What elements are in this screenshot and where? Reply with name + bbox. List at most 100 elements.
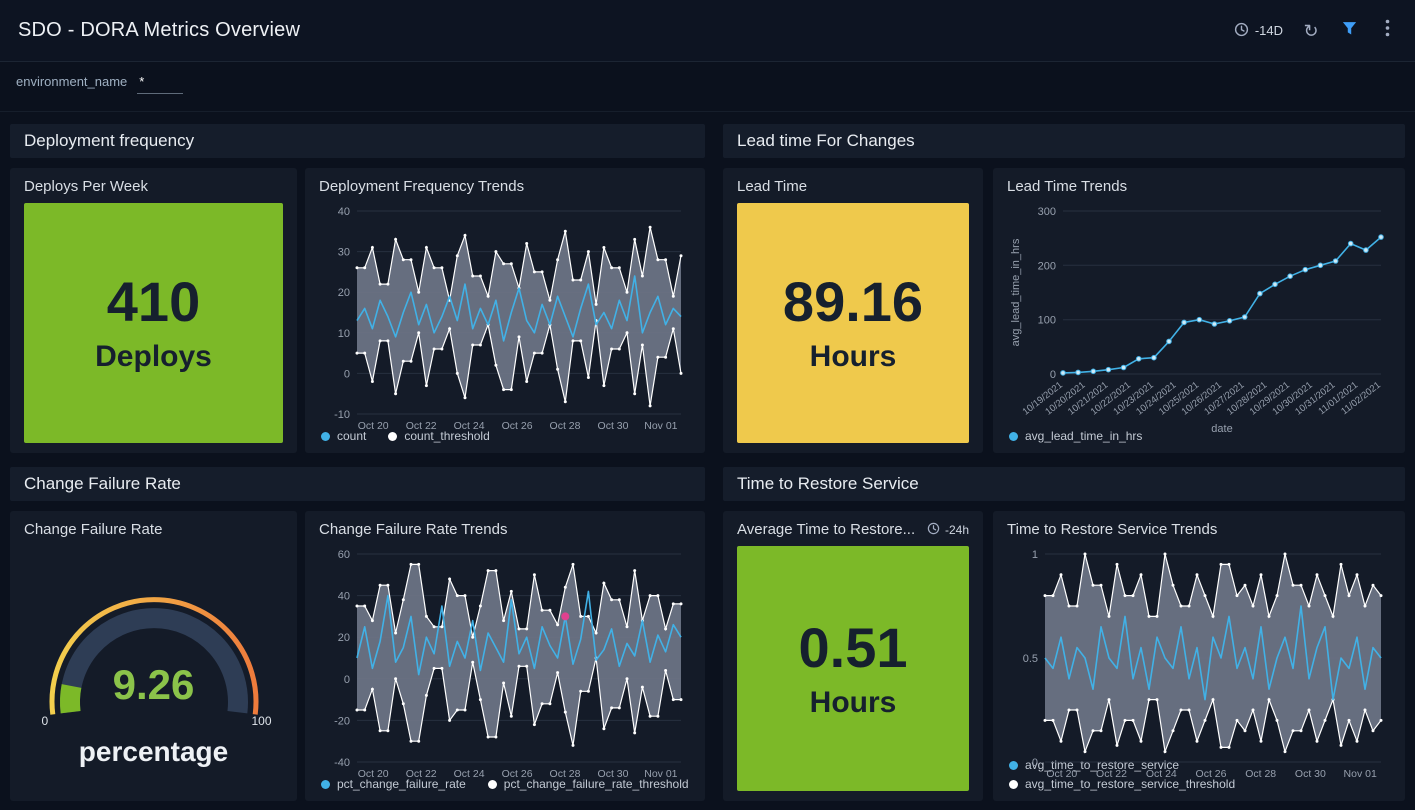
svg-text:200: 200 <box>1038 260 1056 272</box>
svg-text:40: 40 <box>338 206 350 218</box>
svg-text:Oct 20: Oct 20 <box>358 768 389 780</box>
filter-button[interactable] <box>1339 21 1359 41</box>
gauge-value: 9.26 <box>112 660 195 708</box>
legend-change-failure-rate-trends: pct_change_failure_rate pct_change_failur… <box>319 770 691 791</box>
svg-text:30: 30 <box>338 247 350 259</box>
svg-text:0: 0 <box>1032 757 1038 769</box>
panel-title-lead-time: Lead Time <box>737 178 808 195</box>
time-range-button[interactable]: -14D <box>1234 22 1283 40</box>
top-bar: SDO - DORA Metrics Overview -14D ↻ <box>0 0 1415 62</box>
section-change-failure-rate: Change Failure Rate Change Failure Rate <box>10 467 705 801</box>
panel-change-failure-rate-trends: Change Failure Rate Trends -40 -20 0 20 40 60… <box>305 511 705 801</box>
panel-title-deploys-per-week: Deploys Per Week <box>24 178 148 195</box>
avg-time-to-restore-value: 0.51 <box>798 615 908 679</box>
legend-lead-time-trends: avg_lead_time_in_hrs <box>1007 422 1391 443</box>
svg-text:Oct 30: Oct 30 <box>1295 768 1326 780</box>
panel-change-failure-rate: Change Failure Rate 9.26 <box>10 511 297 801</box>
section-lead-time-for-changes: Lead time For Changes Lead Time 89.16 Ho… <box>723 124 1405 453</box>
avg-time-to-restore-tile: 0.51 Hours <box>737 546 969 791</box>
gauge-max-label: 100 <box>251 713 272 728</box>
svg-text:300: 300 <box>1038 206 1056 218</box>
legend-item-count[interactable]: count <box>321 429 366 443</box>
svg-text:Oct 20: Oct 20 <box>1046 768 1077 780</box>
svg-text:Oct 26: Oct 26 <box>502 768 533 780</box>
dashboard-grid: Deployment frequency Deploys Per Week 41… <box>0 112 1415 809</box>
legend-dot <box>1009 760 1018 770</box>
change-failure-rate-gauge[interactable]: 9.26 0 100 percentage <box>24 546 283 791</box>
legend-item-pct_change_failure_rate[interactable]: pct_change_failure_rate <box>321 777 466 791</box>
svg-text:-10: -10 <box>334 409 350 421</box>
panel-title-time-to-restore-trends: Time to Restore Service Trends <box>1007 521 1218 538</box>
legend-label: count <box>337 429 367 443</box>
gauge-min-label: 0 <box>41 713 49 728</box>
chart-deployment-frequency-trends[interactable]: -10 0 10 20 30 40 Oct 20 Oct 22 Oct 24 Oct 26 Oct … <box>319 203 691 432</box>
lead-time-unit: Hours <box>809 340 897 373</box>
env-name-input[interactable]: * <box>137 74 184 94</box>
section-header-time-to-restore: Time to Restore Service <box>723 467 1405 501</box>
page-title: SDO - DORA Metrics Overview <box>18 19 301 41</box>
gauge-arc-svg <box>49 596 258 715</box>
legend-label: avg_lead_time_in_hrs <box>1025 429 1143 443</box>
svg-text:20: 20 <box>338 632 350 644</box>
legend-item-pct_change_failure_rate_threshold[interactable]: pct_change_failure_rate_threshold <box>487 777 689 791</box>
deploys-per-week-value: 410 <box>106 270 201 333</box>
svg-text:Oct 28: Oct 28 <box>550 420 581 432</box>
svg-text:Oct 22: Oct 22 <box>406 768 437 780</box>
svg-text:Oct 30: Oct 30 <box>598 768 629 780</box>
svg-text:-40: -40 <box>334 757 350 769</box>
legend-dot <box>1009 431 1018 441</box>
svg-text:Oct 28: Oct 28 <box>1245 768 1276 780</box>
panel-title-deployment-frequency-trends: Deployment Frequency Trends <box>319 178 525 195</box>
refresh-icon: ↻ <box>1303 20 1319 41</box>
svg-text:0.5: 0.5 <box>1023 653 1038 665</box>
svg-text:Nov 01: Nov 01 <box>1344 768 1377 780</box>
svg-text:Oct 28: Oct 28 <box>550 768 581 780</box>
chart-change-failure-rate-trends[interactable]: -40 -20 0 20 40 60 Oct 20 Oct 22 Oct 24 Oct 26 Oct… <box>319 546 691 780</box>
legend-label: count_threshold <box>404 429 490 443</box>
svg-text:0: 0 <box>344 368 350 380</box>
time-range-label: -14D <box>1254 23 1283 38</box>
svg-text:Oct 26: Oct 26 <box>502 420 533 432</box>
deploys-per-week-tile: 410 Deploys <box>24 203 283 443</box>
avg-time-to-restore-unit: Hours <box>809 685 897 719</box>
section-header-deployment-frequency: Deployment frequency <box>10 124 705 158</box>
legend-dot <box>1009 779 1018 789</box>
legend-item-avg_time_to_restore_service_threshold[interactable]: avg_time_to_restore_service_threshold <box>1009 777 1389 791</box>
section-deployment-frequency: Deployment frequency Deploys Per Week 41… <box>10 124 705 453</box>
panel-time-range-control[interactable]: -24h <box>927 522 969 538</box>
svg-text:0: 0 <box>1050 369 1056 381</box>
chart-lead-time-trends[interactable]: 0 100 200 300 10/19/2021 10/20/2021 10/21/2021… <box>1007 203 1391 435</box>
refresh-button[interactable]: ↻ <box>1301 21 1321 41</box>
svg-text:Oct 24: Oct 24 <box>454 420 485 432</box>
kebab-icon <box>1385 19 1390 42</box>
svg-text:Oct 30: Oct 30 <box>598 420 629 432</box>
svg-text:1: 1 <box>1032 549 1038 561</box>
panel-time-range-label: -24h <box>944 522 969 537</box>
panel-title-average-time-to-restore: Average Time to Restore... <box>737 521 916 538</box>
legend-label: pct_change_failure_rate <box>337 777 466 791</box>
filter-funnel-icon <box>1342 21 1357 41</box>
svg-text:avg_lead_time_in_hrs: avg_lead_time_in_hrs <box>1010 238 1022 346</box>
svg-text:date: date <box>1211 423 1232 435</box>
svg-text:40: 40 <box>338 591 350 603</box>
legend-item-count_threshold[interactable]: count_threshold <box>388 429 490 443</box>
panel-average-time-to-restore: Average Time to Restore... -24h 0.51 Hou… <box>723 511 983 801</box>
deploys-per-week-unit: Deploys <box>95 340 212 373</box>
chart-time-to-restore-trends[interactable]: 0 0.5 1 Oct 20 Oct 22 Oct 24 Oct 26 Oct 28 Oct 3… <box>1007 546 1391 780</box>
time-to-restore-service-trends-svg: 0 0.5 1 Oct 20 Oct 22 Oct 24 Oct 26 Oct 28 Oct 3… <box>1023 549 1383 780</box>
clock-icon <box>1234 22 1249 40</box>
kebab-menu-button[interactable] <box>1377 19 1397 42</box>
legend-dot <box>321 431 330 441</box>
svg-text:-20: -20 <box>334 715 350 727</box>
panel-title-lead-time-trends: Lead Time Trends <box>1007 178 1128 195</box>
svg-text:10: 10 <box>338 328 350 340</box>
svg-text:Oct 22: Oct 22 <box>1096 768 1127 780</box>
svg-text:Oct 20: Oct 20 <box>358 420 389 432</box>
svg-text:Nov 01: Nov 01 <box>644 768 677 780</box>
svg-text:Nov 01: Nov 01 <box>644 420 677 432</box>
section-header-lead-time: Lead time For Changes <box>723 124 1405 158</box>
svg-text:100: 100 <box>1038 315 1056 327</box>
panel-deployment-frequency-trends: Deployment Frequency Trends -10 0 10 20 30 40… <box>305 168 705 453</box>
legend-item-avg_lead_time_in_hrs[interactable]: avg_lead_time_in_hrs <box>1009 429 1142 443</box>
legend-dot <box>321 779 330 789</box>
